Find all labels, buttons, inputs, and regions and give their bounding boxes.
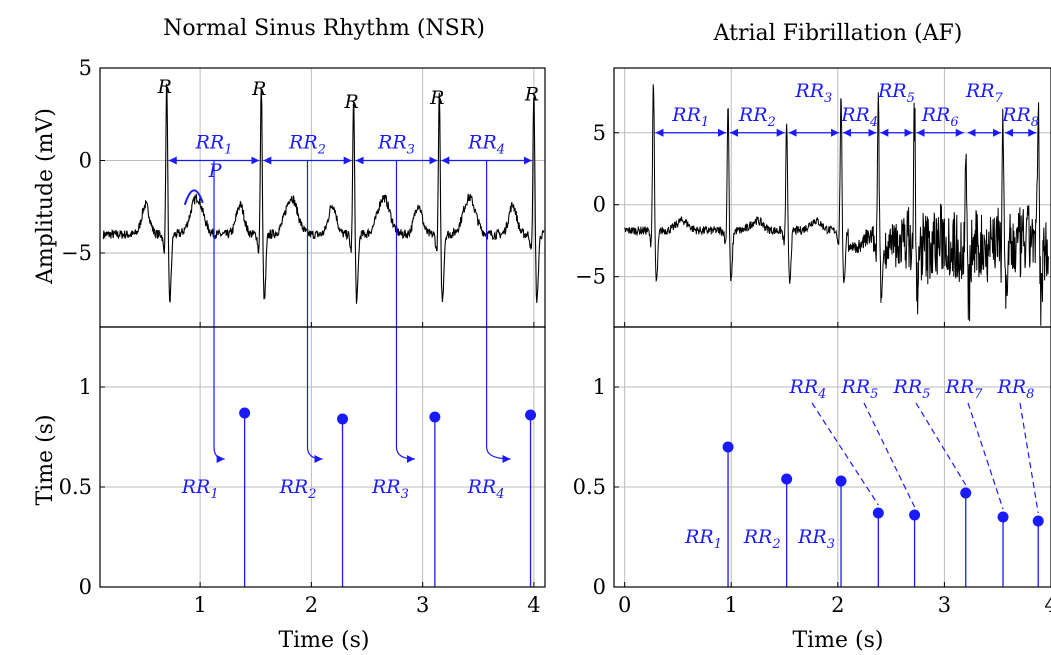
nsr-x-axis-label: Time (s)	[278, 628, 369, 653]
rr-connector	[213, 160, 225, 463]
rr-point-label: RR4	[789, 376, 827, 402]
af-rr-grid: 1 0.5 00 1 2 3 4	[573, 327, 1051, 617]
nsr-ecg-ytick-label: 5	[79, 56, 92, 80]
rr-dashed-leader	[863, 402, 916, 508]
rr-point-label: RR3	[371, 476, 409, 502]
af-rr-frame	[613, 326, 1051, 588]
rr-interval-label: RR5	[877, 80, 915, 106]
rr-interval-label: RR3	[377, 132, 415, 158]
r-peak-label: R	[251, 78, 266, 100]
p-wave-highlight	[183, 189, 204, 206]
r-peak-label: R	[524, 83, 539, 105]
nsr-rr-ytick-label: 0	[79, 575, 92, 599]
rr-interval-label: RR4	[840, 104, 878, 130]
nsr-rr-xtick-label: 4	[527, 593, 540, 617]
rr-point	[997, 511, 1009, 523]
rr-point	[525, 409, 537, 421]
rr-interval-label: RR6	[921, 104, 959, 130]
af-x-axis-label: Time (s)	[792, 628, 883, 653]
af-rr-ytick-label: 0	[593, 575, 606, 599]
af-chart-title: Atrial Fibrillation (AF)	[713, 21, 963, 46]
af-ecg-ytick-label: −5	[575, 265, 606, 289]
r-peak-label: R	[343, 91, 358, 113]
rr-point-label: RR2	[743, 526, 781, 552]
af-ecg-ytick-label: 0	[593, 193, 606, 217]
rr-point-label: RR7	[945, 376, 984, 402]
nsr-rr-ytick-label: 1	[79, 375, 92, 399]
rr-interval-label: RR8	[1001, 104, 1039, 130]
nsr-rr-grid: 1 0.5 0 1 2 3 4	[59, 327, 545, 617]
rr-connector	[485, 160, 511, 463]
r-peak-label: R	[429, 87, 444, 109]
rr-point	[781, 473, 793, 485]
nsr-rr-xtick-label: 1	[193, 593, 206, 617]
rr-connector	[395, 160, 415, 463]
rr-dashed-leader	[811, 402, 879, 506]
rr-point	[909, 509, 921, 521]
rr-connector	[306, 160, 323, 463]
rr-interval-label: RR3	[794, 80, 832, 106]
rr-interval-label: RR1	[195, 132, 233, 158]
rr-point	[337, 413, 349, 425]
rr-point-label: RR2	[279, 476, 317, 502]
rr-interval-label: RR4	[467, 132, 505, 158]
rr-point-label: RR5	[841, 376, 879, 402]
rr-interval-label: RR2	[738, 104, 776, 130]
rr-interval-label: RR2	[288, 132, 326, 158]
af-rr-xtick-label: 1	[725, 593, 738, 617]
nsr-ecg-ytick-label: 0	[79, 149, 92, 173]
af-ecg-grid: 5 0 −5	[575, 68, 1051, 327]
nsr-rr-frame	[99, 326, 546, 588]
rr-interval-label: RR1	[671, 104, 709, 130]
rr-point-label: RR5	[893, 376, 931, 402]
rr-dashed-leader	[915, 402, 967, 486]
rr-point	[239, 407, 251, 419]
af-ecg-ytick-label: 5	[593, 121, 606, 145]
nsr-ecg-ytick-label: −5	[61, 241, 92, 265]
rr-dashed-leader	[967, 402, 1004, 510]
nsr-rr-ytick-label: 0.5	[59, 475, 92, 499]
rr-point	[872, 507, 884, 519]
af-rr-ytick-label: 0.5	[573, 475, 606, 499]
nsr-ecg-trace	[102, 83, 545, 304]
rr-point	[960, 487, 972, 499]
nsr-ecg-grid: 5 0 −5	[61, 56, 545, 327]
rr-point-label: RR1	[684, 526, 722, 552]
nsr-y-axis-label: Amplitude (mV)	[33, 108, 58, 285]
rr-point-label: RR4	[467, 476, 505, 502]
rr-point-label: RR3	[797, 526, 835, 552]
rr-point	[429, 411, 441, 423]
rr-interval-label: RR7	[965, 80, 1004, 106]
nsr-chart-title: Normal Sinus Rhythm (NSR)	[163, 16, 485, 41]
rr-dashed-leader	[1019, 402, 1039, 514]
nsr-rr-xtick-label: 2	[305, 593, 318, 617]
af-rr-xtick-label: 0	[618, 593, 631, 617]
rr-point-label: RR8	[997, 376, 1035, 402]
af-rr-ytick-label: 1	[593, 375, 606, 399]
interval-y-axis-label: Time (s)	[33, 414, 58, 505]
rr-point	[1032, 515, 1044, 527]
af-ecg-trace	[624, 84, 1049, 326]
af-rr-xtick-label: 3	[938, 593, 951, 617]
af-rr-xtick-label: 2	[831, 593, 844, 617]
nsr-rr-xtick-label: 3	[416, 593, 429, 617]
r-peak-label: R	[157, 76, 172, 98]
p-wave-label: P	[208, 160, 223, 182]
rr-point	[722, 441, 734, 453]
af-rr-xtick-label: 4	[1044, 593, 1051, 617]
rr-point	[835, 475, 847, 487]
